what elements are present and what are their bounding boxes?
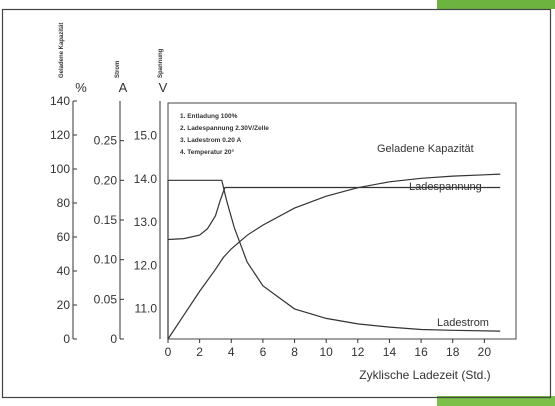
axis-2-tick-label: 11.0	[135, 302, 158, 316]
axis-0-tick-label: 140	[50, 94, 70, 108]
green-tab-top	[437, 0, 555, 9]
axis-headers: Geladene Kapazität% Strom A Spannung V	[59, 23, 168, 95]
legend: 1. Entladung 100% 2. Ladespannung 2.30V/Z…	[180, 113, 269, 156]
legend-entry: 1. Entladung 100%	[180, 113, 238, 120]
axis-1-title: Strom	[115, 61, 121, 78]
axis-1-unit: A	[119, 80, 128, 95]
series-labels: Geladene Kapazität Ladespannung Ladestrom	[377, 143, 489, 329]
axis-0-tick-label: 40	[57, 264, 71, 278]
axis-0-title: Geladene Kapazität	[59, 23, 65, 78]
axis-0-tick-label: 100	[50, 162, 70, 176]
axis-0-unit: %	[75, 80, 87, 95]
axis-2-tick-label: 14.0	[134, 172, 158, 186]
outer-frame	[1, 8, 552, 399]
axis-0-tick-label: 120	[50, 128, 70, 142]
x-tick-label: 4	[228, 345, 235, 359]
series-label-2: Ladestrom	[437, 317, 489, 329]
series-label-1: Ladespannung	[409, 181, 482, 193]
axis-2-unit: V	[159, 80, 168, 95]
green-tab-bottom	[437, 396, 555, 406]
x-tick-label: 14	[383, 345, 397, 359]
x-tick-label: 16	[414, 345, 428, 359]
series-line-2	[167, 179, 501, 339]
legend-entry: 4. Temperatur 20°	[180, 148, 235, 156]
axis-0-tick-label: 20	[57, 298, 71, 312]
axis-0-tick-label: 60	[57, 230, 71, 244]
x-tick-label: 10	[320, 345, 334, 359]
x-tick-label: 0	[165, 345, 172, 359]
axis-1-tick-label: 0.10	[94, 253, 118, 267]
axis-1-tick-label: 0	[110, 332, 117, 346]
x-tick-label: 8	[291, 345, 298, 359]
x-tick-label: 2	[196, 345, 203, 359]
axis-2-title: Spannung	[158, 48, 164, 78]
x-tick-label: 6	[260, 345, 267, 359]
series-line-1	[167, 186, 501, 241]
x-tick-label: 20	[478, 345, 492, 359]
x-tick-label: 12	[351, 345, 365, 359]
y-axes: 140 120 100 80 60 40 20 0 0.25 0.20 0.15 0.10 0.05 0 1…	[50, 94, 161, 346]
axis-1-tick-label: 0.05	[94, 292, 118, 306]
series-line-0	[167, 173, 501, 340]
x-axis: 0 2 4 6 8 10 12 14 16 18 20	[165, 339, 492, 359]
legend-entry: 2. Ladespannung 2.30V/Zelle	[180, 125, 269, 132]
axis-2-tick-label: 13.0	[134, 215, 158, 229]
axis-1-tick-label: 0.20	[94, 173, 118, 187]
x-axis-label: Zyklische Ladezeit (Std.)	[359, 368, 490, 382]
axis-0-tick-label: 0	[63, 332, 70, 346]
legend-entry: 3. Ladestrom 0.20 A	[180, 137, 241, 144]
series-label-0: Geladene Kapazität	[377, 143, 474, 155]
series-group	[167, 173, 501, 340]
axis-2-tick-label: 12.0	[134, 258, 158, 272]
axis-0-tick-label: 80	[57, 196, 71, 210]
axis-2-tick-label: 15.0	[134, 129, 158, 143]
x-tick-label: 18	[446, 345, 460, 359]
axis-1-tick-label: 0.15	[94, 213, 118, 227]
axis-1-tick-label: 0.25	[94, 134, 118, 148]
